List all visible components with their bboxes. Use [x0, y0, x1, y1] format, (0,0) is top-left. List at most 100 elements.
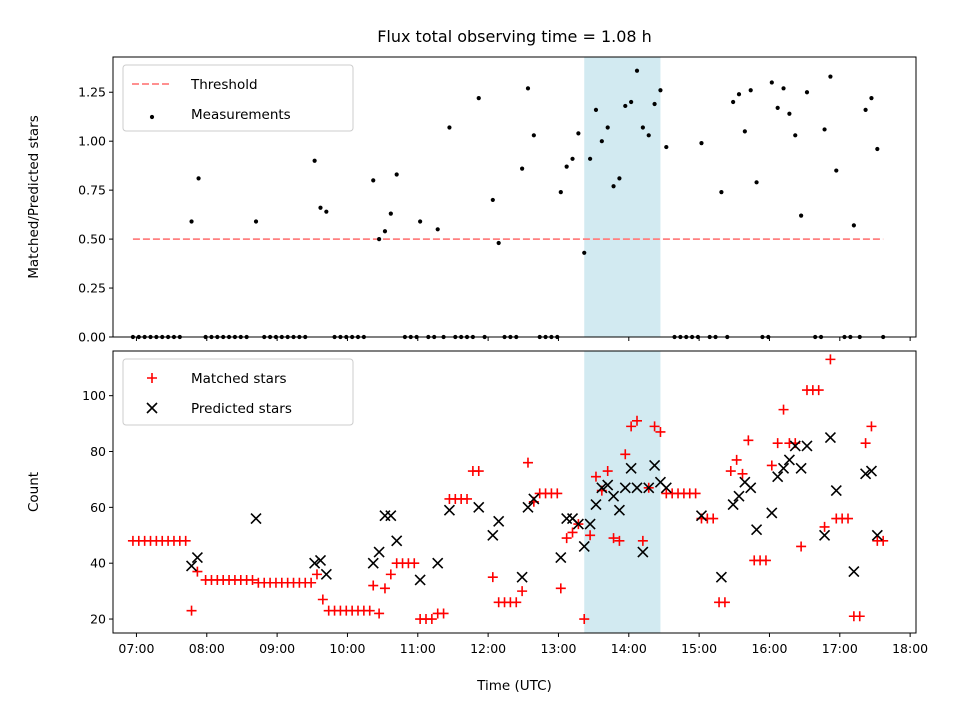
- y-tick-label: 60: [90, 500, 106, 515]
- predicted-star-point: [715, 571, 727, 583]
- predicted-star-point: [320, 568, 332, 580]
- measurement-point: [804, 90, 810, 95]
- matched-star-point: [725, 466, 736, 477]
- x-tick-label: 15:00: [681, 641, 717, 656]
- legend-predicted-swatch: [146, 402, 158, 414]
- measurement-point: [196, 176, 201, 181]
- matched-star-point: [737, 468, 748, 479]
- measurement-point: [476, 96, 481, 101]
- measurement-point: [828, 74, 833, 79]
- predicted-star-point: [191, 552, 203, 564]
- predicted-star-point: [602, 479, 614, 491]
- measurement-point: [593, 107, 599, 112]
- measurement-point: [371, 178, 376, 183]
- measurement-point: [793, 133, 798, 138]
- ratio-axes-frame: [112, 56, 917, 338]
- predicted-star-point: [443, 504, 456, 516]
- predicted-star-point: [801, 440, 813, 452]
- matched-star-point: [567, 527, 578, 538]
- matched-star-point: [462, 493, 473, 504]
- matched-star-point: [620, 449, 631, 460]
- measurement-point: [719, 190, 724, 195]
- matched-star-point: [819, 521, 830, 532]
- ratio-y-ticks: 0.00 0.25 0.50 0.75 1.00 1.25: [78, 85, 113, 345]
- measurement-point: [799, 213, 804, 218]
- measurement-point: [520, 166, 525, 171]
- y-tick-label: 0.25: [78, 281, 106, 296]
- measurement-point: [775, 105, 780, 111]
- measurement-point: [394, 172, 399, 177]
- y-tick-label: 100: [82, 388, 106, 403]
- x-tick-label: 16:00: [751, 641, 787, 656]
- measurement-point: [851, 223, 856, 228]
- matched-star-point: [719, 597, 730, 608]
- measurement-point: [496, 240, 501, 246]
- measurement-point: [787, 111, 792, 116]
- predicted-star-point: [414, 574, 426, 586]
- count-legend: Matched stars Predicted stars: [122, 358, 354, 426]
- predicted-star-point: [727, 498, 739, 511]
- matched-star-point: [825, 354, 836, 365]
- x-tick-label: 10:00: [329, 641, 365, 656]
- matched-star-point: [426, 614, 437, 625]
- count-series: [127, 354, 889, 625]
- predicted-star-point: [772, 471, 784, 483]
- x-axis-label: Time (UTC): [476, 678, 552, 694]
- measurement-point: [658, 88, 663, 93]
- matched-star-point: [602, 466, 613, 477]
- legend-box: [122, 64, 354, 132]
- predicted-star-point: [391, 535, 403, 547]
- matched-star-point: [306, 577, 317, 588]
- matched-star-point: [796, 541, 807, 552]
- ratio-legend: Threshold Measurements: [122, 64, 354, 132]
- predicted-star-point: [373, 546, 385, 558]
- measurement-point: [312, 158, 317, 163]
- ratio-series: [130, 68, 886, 340]
- predicted-star-point: [516, 571, 528, 583]
- predicted-star-point: [777, 462, 790, 474]
- chart-title: Flux total observing time = 1.08 h: [377, 27, 652, 46]
- matched-star-point: [555, 583, 566, 594]
- matched-star-point: [368, 580, 379, 591]
- predicted-star-point: [584, 518, 596, 530]
- legend-measurement-swatch: [149, 114, 155, 120]
- measurement-point: [582, 250, 587, 255]
- measurement-point: [699, 141, 704, 146]
- measurement-point: [382, 229, 388, 234]
- y-tick-label: 0.00: [78, 330, 106, 345]
- predicted-star-point: [487, 529, 499, 541]
- matched-star-point: [813, 385, 824, 396]
- y-tick-label: 0.75: [78, 183, 106, 198]
- count-y-axis-label: Count: [26, 472, 42, 512]
- predicted-star-point: [783, 454, 795, 466]
- predicted-star-point: [572, 518, 584, 530]
- matched-star-point: [180, 535, 191, 546]
- measurement-point: [617, 176, 622, 181]
- x-tick-label: 11:00: [400, 641, 436, 656]
- matched-star-point: [374, 608, 385, 619]
- measurement-point: [748, 88, 753, 93]
- predicted-star-point: [865, 465, 878, 477]
- predicted-star-point: [528, 493, 540, 505]
- y-tick-label: 1.25: [78, 85, 106, 100]
- matched-star-point: [731, 454, 742, 465]
- x-tick-label: 08:00: [189, 641, 225, 656]
- matched-star-point: [385, 569, 396, 580]
- predicted-star-point: [860, 468, 872, 480]
- measurement-point: [570, 156, 575, 161]
- measurement-point: [318, 205, 323, 210]
- measurement-point: [611, 184, 616, 189]
- matched-star-point: [866, 421, 877, 432]
- matched-star-point: [186, 605, 197, 616]
- measurement-point: [189, 219, 194, 224]
- matched-star-point: [552, 488, 563, 499]
- predicted-star-point: [830, 485, 842, 497]
- measurement-point: [388, 211, 393, 216]
- matched-star-point: [608, 533, 619, 544]
- x-tick-label: 13:00: [540, 641, 576, 656]
- measurement-point: [781, 86, 786, 91]
- ratio-x-ticks: [135, 337, 911, 341]
- measurement-point: [736, 92, 742, 97]
- predicted-star-point: [578, 540, 590, 553]
- predicted-star-point: [619, 482, 631, 494]
